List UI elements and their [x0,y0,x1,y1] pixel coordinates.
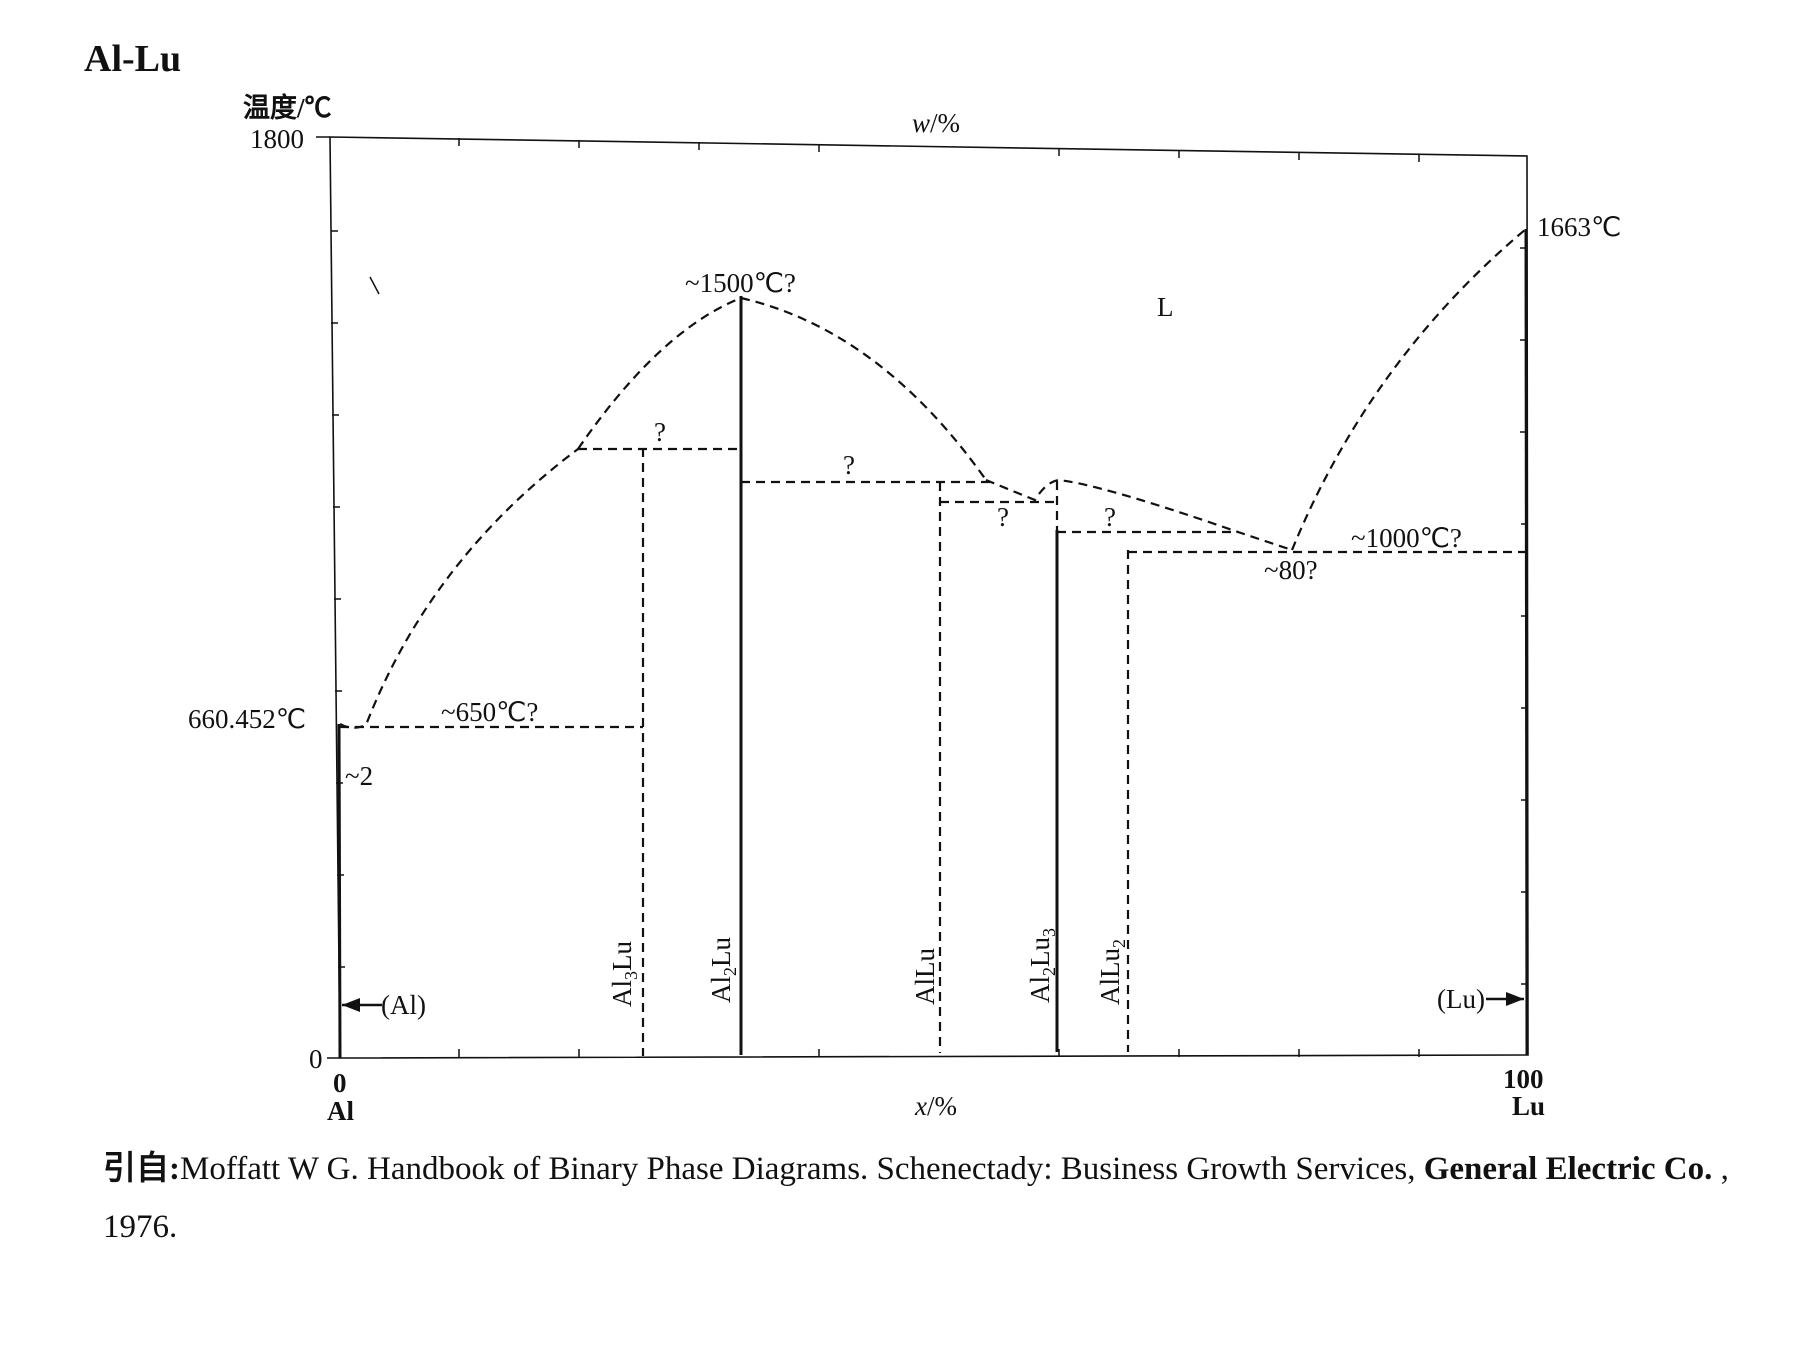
top-axis-label: w/% [912,108,960,138]
al-melting-label: 660.452℃ [188,704,306,734]
question-mark-2: ? [843,450,855,480]
eutectic-al-label: ~650℃? [441,697,538,727]
liquidus-al-side [339,448,579,729]
al-solid-arrow [342,998,382,1012]
compound-label-al2lu: Al2Lu [706,937,740,1003]
eutectic-al-comp: ~2 [345,761,373,791]
al-pure-line [337,723,342,1059]
x-right-element: Lu [1512,1091,1545,1121]
x-left-value: 0 [333,1068,347,1098]
question-mark-3: ? [997,502,1009,532]
compound-label-al2lu3: Al2Lu3 [1025,928,1059,1003]
compound-label-allu2: AlLu2 [1095,939,1129,1005]
source-citation: 引自:Moffatt W G. Handbook of Binary Phase… [103,1140,1773,1256]
source-text-c: , 1976. [103,1151,1729,1245]
liquidus-al2lu [740,296,987,481]
x-axis-symbol: x [914,1091,927,1121]
al-solid-label: (Al) [381,990,426,1020]
lu-pure-line [1524,228,1529,1056]
plot-frame [329,136,1529,1059]
compound-label-allu: AlLu [910,948,940,1005]
x-axis-label: x/% [914,1091,957,1121]
source-text-a: Moffatt W G. Handbook of Binary Phase Di… [180,1151,1424,1187]
top-axis-symbol: w [912,108,930,138]
stray-mark [369,276,380,295]
compound-label-al3lu: Al3Lu [607,941,641,1007]
x-right-value: 100 [1503,1064,1544,1094]
lu-solid-label: (Lu) [1437,984,1485,1014]
source-sep: : [169,1151,180,1187]
eutectic-lu-label: ~1000℃? [1351,523,1462,553]
x-axis-unit: /% [927,1091,957,1121]
axis-ticks [331,138,1528,1057]
lu-solid-arrow [1486,992,1524,1006]
liquid-label: L [1157,292,1174,322]
y-tick-0: 0 [309,1044,323,1074]
diagram-title: Al-Lu [84,38,181,80]
lu-melting-label: 1663℃ [1537,212,1621,242]
eutectic-lu-comp: ~80? [1264,555,1318,585]
liquidus-lu-side [1290,228,1527,551]
y-axis-label: 温度/℃ [243,92,332,123]
question-mark-1: ? [654,417,666,447]
liquidus-al3lu [577,296,742,450]
source-text-b: General Electric Co. [1423,1151,1713,1187]
x-left-element: Al [327,1096,354,1126]
question-mark-4: ? [1104,502,1116,532]
y-tick-1800: 1800 [250,124,304,154]
liquidus-allu-al2lu3 [985,478,1293,552]
peak-label: ~1500℃? [685,268,796,298]
source-head: 引自 [103,1151,169,1187]
top-axis-unit: /% [930,108,960,138]
